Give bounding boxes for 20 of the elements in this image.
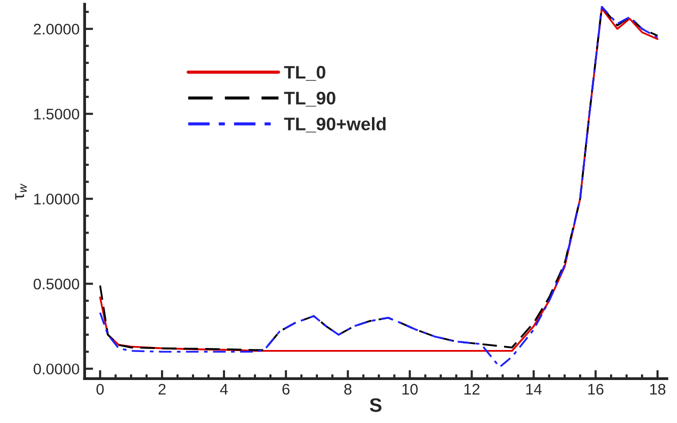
y-tick-label: 2.0000 [34,24,80,35]
x-axis-title: S [370,398,382,412]
x-tick-label: 2 [158,384,166,395]
x-tick-label: 16 [588,384,604,395]
legend-label: TL_90 [284,92,336,107]
x-tick-label: 18 [650,384,666,395]
x-tick-label: 6 [282,384,290,395]
y-tick-label: 0.5000 [34,278,80,290]
x-tick-label: 14 [526,384,542,395]
x-tick-label: 4 [220,384,228,395]
x-tick-label: 12 [464,384,480,395]
y-axis-title: τ$_{w}$ [15,184,27,200]
x-tick-label: 8 [344,384,352,395]
y-tick-label: 1.5000 [34,108,80,120]
legend-label: TL_90+weld [284,117,386,132]
x-tick-label: 10 [402,384,418,395]
y-tick-label: 0.0000 [34,364,80,374]
y-tick-label: 1.0000 [34,194,80,204]
legend-label: TL_0 [284,66,326,81]
x-tick-label: 0 [96,384,104,395]
